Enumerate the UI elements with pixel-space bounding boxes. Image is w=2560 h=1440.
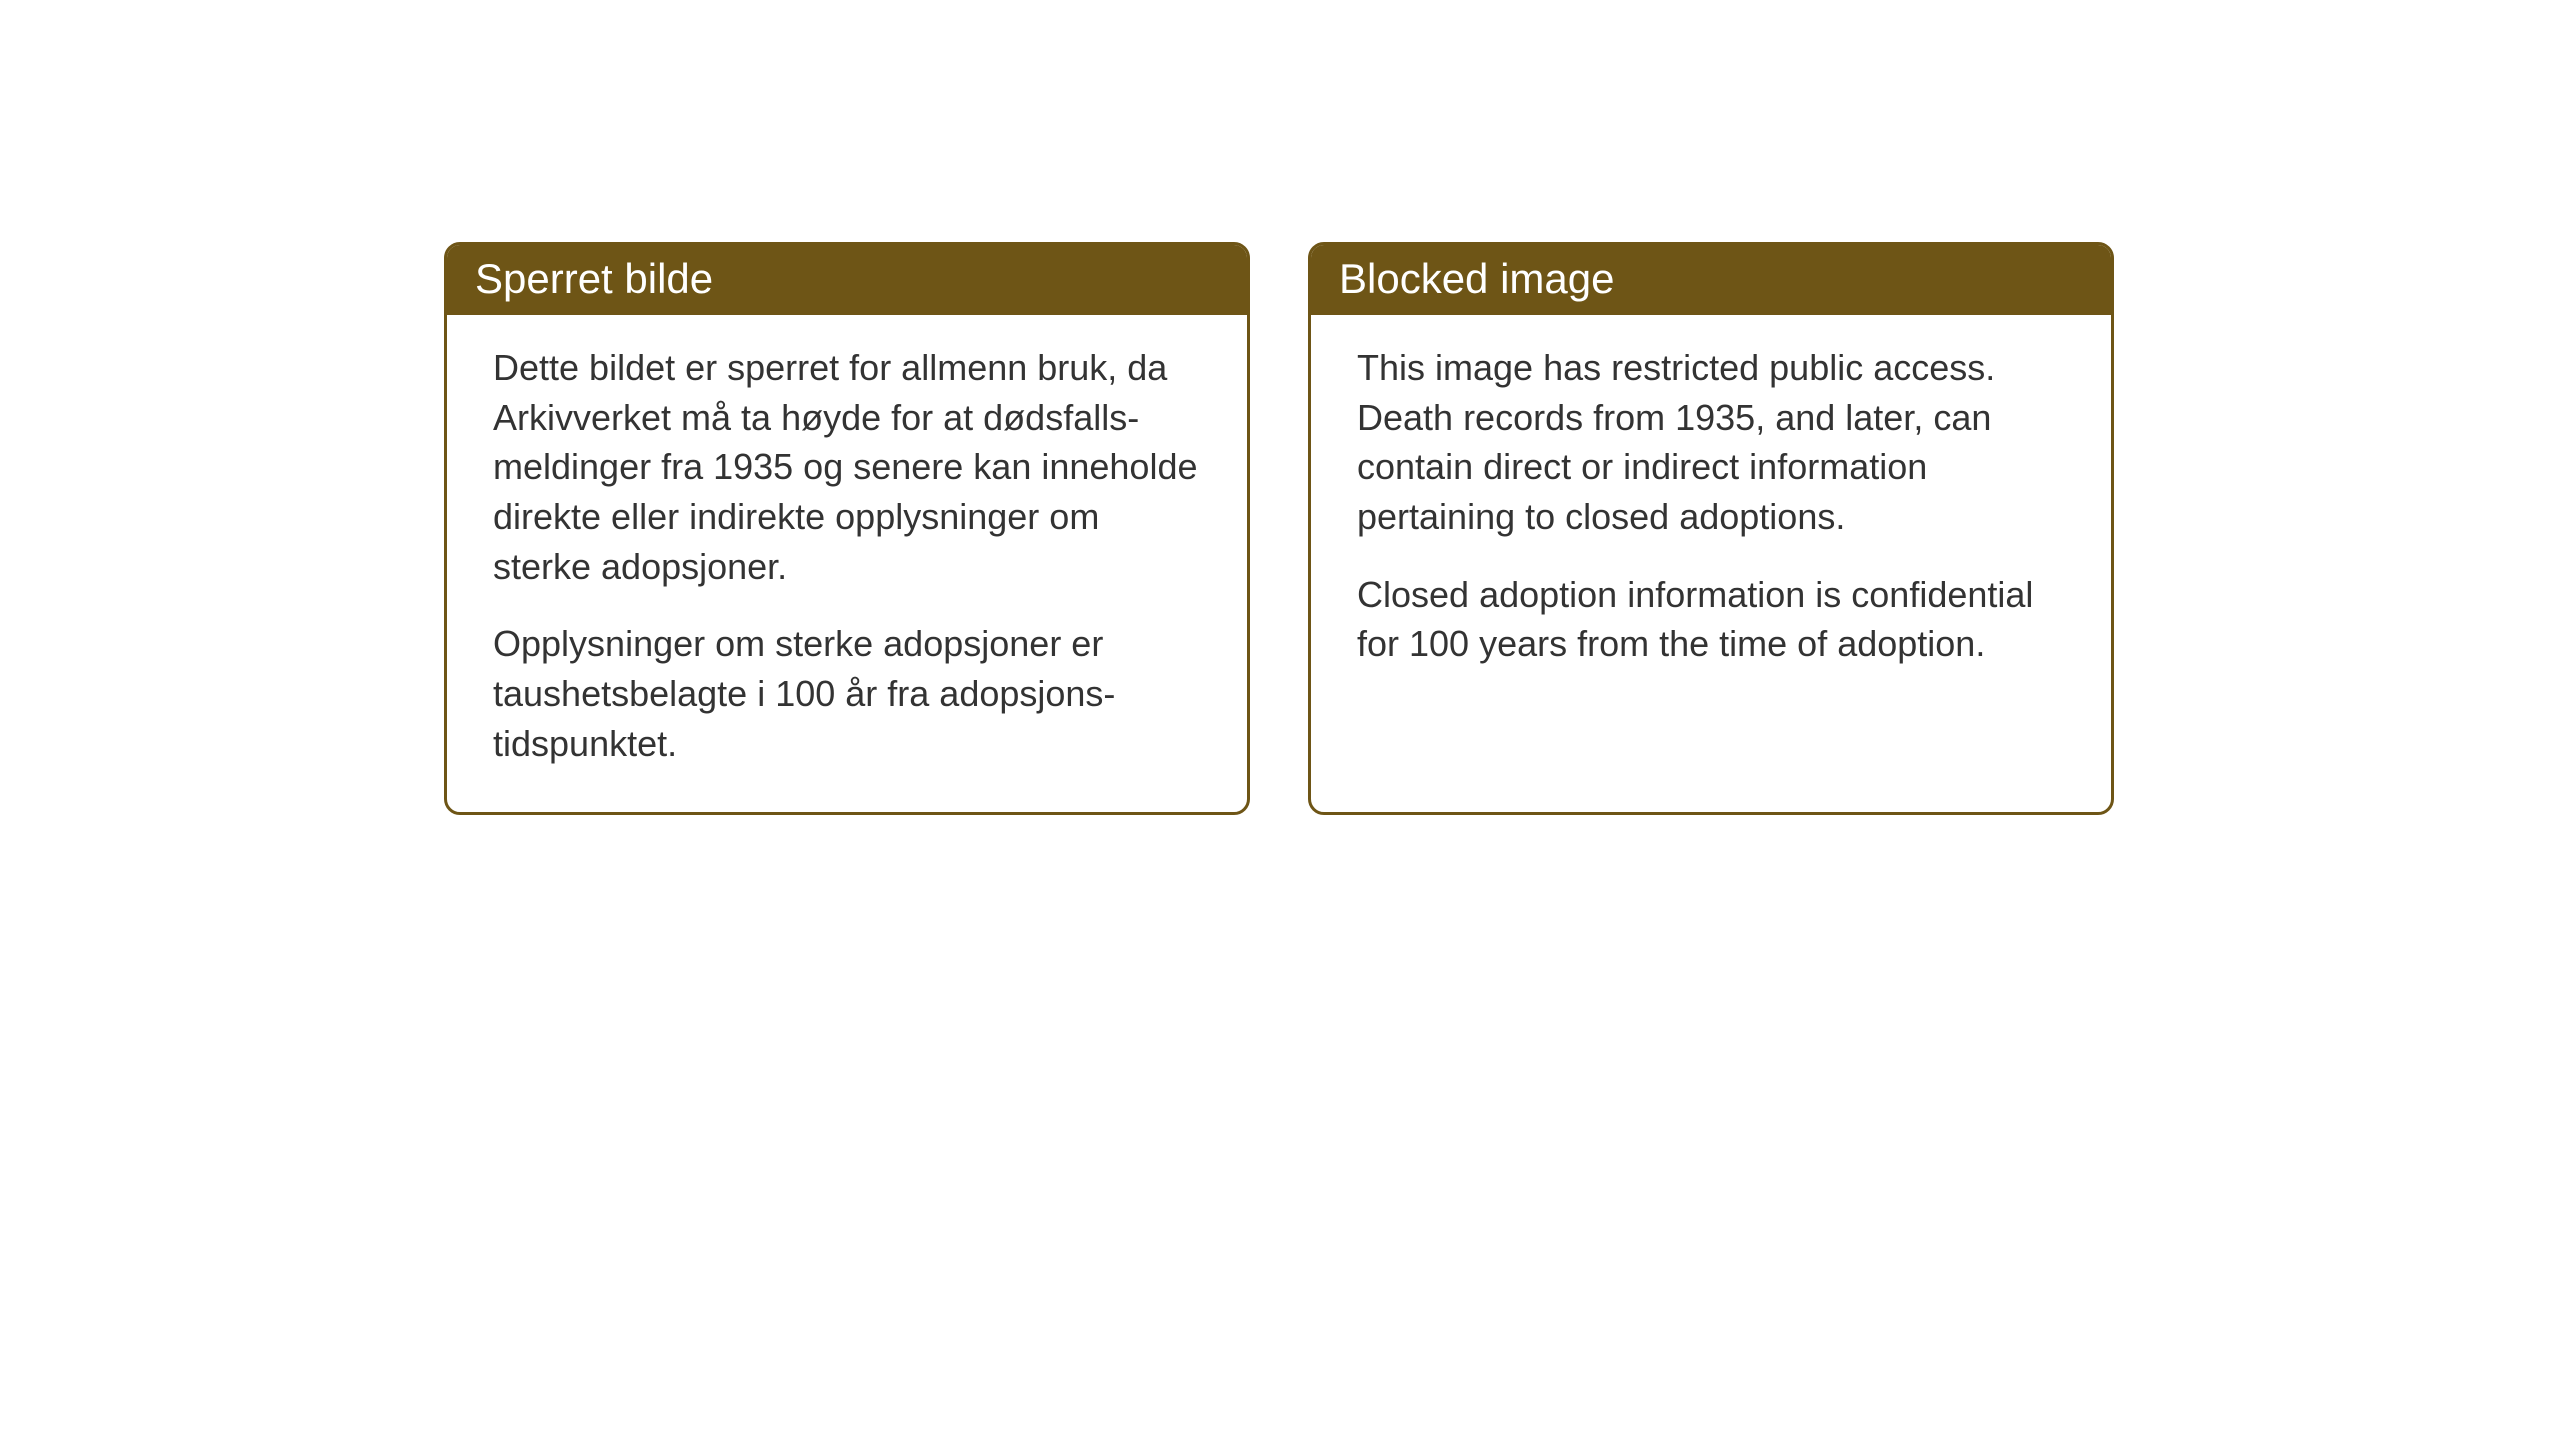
notice-paragraph-2-english: Closed adoption information is confident… [1357, 570, 2065, 669]
notice-header-english: Blocked image [1311, 245, 2111, 315]
notice-box-norwegian: Sperret bilde Dette bildet er sperret fo… [444, 242, 1250, 815]
notice-box-english: Blocked image This image has restricted … [1308, 242, 2114, 815]
notice-body-norwegian: Dette bildet er sperret for allmenn bruk… [447, 315, 1247, 812]
notice-paragraph-1-english: This image has restricted public access.… [1357, 343, 2065, 542]
notice-paragraph-1-norwegian: Dette bildet er sperret for allmenn bruk… [493, 343, 1201, 591]
notice-container: Sperret bilde Dette bildet er sperret fo… [444, 242, 2114, 815]
notice-body-english: This image has restricted public access.… [1311, 315, 2111, 713]
notice-header-norwegian: Sperret bilde [447, 245, 1247, 315]
notice-paragraph-2-norwegian: Opplysninger om sterke adopsjoner er tau… [493, 619, 1201, 768]
notice-title-english: Blocked image [1339, 255, 1614, 302]
notice-title-norwegian: Sperret bilde [475, 255, 713, 302]
